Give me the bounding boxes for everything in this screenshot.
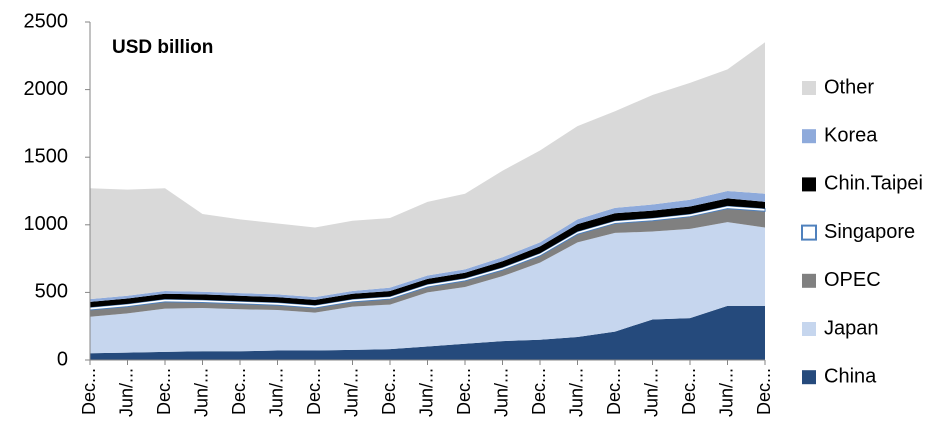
x-tick-label: Jun/... — [266, 368, 286, 417]
y-tick-label: 1000 — [24, 213, 69, 235]
legend-swatch — [802, 273, 816, 288]
legend-label: Japan — [824, 317, 879, 339]
x-tick-label: Dec... — [679, 368, 699, 415]
x-tick-label: Dec... — [154, 368, 174, 415]
legend-swatch — [802, 322, 816, 336]
y-tick-label: 2000 — [24, 78, 69, 100]
legend-label: Other — [824, 76, 874, 98]
area — [90, 222, 765, 354]
x-tick-label: Dec... — [454, 368, 474, 415]
y-tick-label: 1500 — [24, 145, 69, 167]
x-tick-label: Jun/... — [191, 368, 211, 417]
x-tick-label: Jun/... — [416, 368, 436, 417]
legend-label: Korea — [824, 124, 878, 146]
x-tick-label: Dec... — [754, 368, 774, 415]
y-tick-label: 500 — [35, 281, 68, 303]
area — [90, 198, 765, 308]
legend-swatch — [802, 129, 816, 144]
x-tick-label: Jun/... — [491, 368, 511, 417]
area — [90, 208, 765, 317]
legend-label: Chin.Taipei — [824, 173, 923, 195]
y-tick-label: 0 — [57, 348, 68, 370]
legend-swatch — [802, 177, 816, 192]
y-tick-label: 2500 — [24, 10, 69, 32]
area — [90, 191, 765, 302]
x-tick-label: Jun/... — [341, 368, 361, 417]
x-tick-label: Dec... — [304, 368, 324, 415]
x-tick-label: Jun/... — [116, 368, 136, 417]
legend-label: China — [824, 365, 877, 387]
area — [89, 205, 766, 311]
x-tick-label: Dec... — [229, 368, 249, 415]
x-tick-label: Dec... — [79, 368, 99, 415]
area — [90, 42, 765, 300]
legend-label: Singapore — [824, 221, 915, 243]
x-tick-label: Jun/... — [566, 368, 586, 417]
legend-swatch — [802, 370, 816, 385]
x-tick-label: Jun/... — [716, 368, 736, 417]
legend-label: OPEC — [824, 269, 881, 291]
legend-swatch — [801, 224, 817, 241]
plot: 0 500 1000 1500 2000 2500 Dec... Jun/... Dec... J… — [24, 10, 923, 417]
x-tick-label: Dec... — [529, 368, 549, 415]
x-tick-label: Dec... — [379, 368, 399, 415]
x-tick-label: Jun/... — [641, 368, 661, 417]
chart-title: USD billion — [112, 37, 213, 58]
x-tick-label: Dec... — [604, 368, 624, 415]
legend-swatch — [802, 81, 816, 95]
area — [90, 305, 765, 360]
